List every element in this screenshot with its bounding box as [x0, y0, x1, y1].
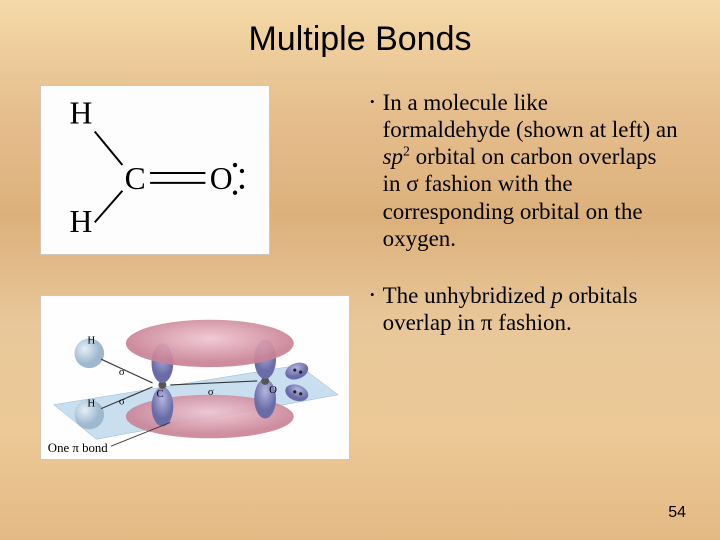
label-c: C	[156, 388, 163, 400]
atom-h1: H	[69, 96, 92, 131]
bullet-dot-icon: •	[370, 288, 375, 336]
label-o: O	[269, 384, 277, 396]
lone-pair-dot	[299, 370, 302, 373]
bullet-1-text: In a molecule like formaldehyde (shown a…	[383, 89, 680, 252]
lone-pair-dot	[233, 191, 237, 195]
lone-pair-dot	[293, 369, 296, 372]
orbital-overlap-diagram: H H C O σ σ σ One π bond	[40, 295, 350, 460]
label-sigma: σ	[119, 396, 125, 408]
content-row: H H C O	[30, 85, 690, 460]
pi-bond-caption: One π bond	[48, 441, 109, 455]
label-h1: H	[87, 334, 95, 346]
bullet-2-p: p	[551, 283, 563, 308]
pi-lobe-top	[126, 320, 294, 367]
label-sigma: σ	[208, 386, 214, 398]
lone-pair-dot	[299, 392, 302, 395]
bullet-1-mid: orbital on carbon overlaps in σ fashion …	[383, 144, 657, 250]
lone-pair-dot	[240, 169, 244, 173]
atom-c: C	[125, 161, 146, 196]
bullet-1-sup: 2	[403, 144, 410, 159]
right-column: • In a molecule like formaldehyde (shown…	[370, 85, 690, 460]
bond-ch2	[95, 191, 123, 223]
bullet-1-pre: In a molecule like formaldehyde (shown a…	[383, 90, 678, 142]
slide-title: Multiple Bonds	[30, 20, 690, 59]
bullet-1-sp: sp	[383, 144, 403, 169]
bullet-2-text: The unhybridized p orbitals overlap in π…	[383, 282, 680, 336]
bullet-2-pre: The unhybridized	[383, 283, 552, 308]
bond-ch1	[95, 131, 123, 165]
label-h2: H	[87, 398, 95, 410]
atom-h2: H	[69, 204, 92, 239]
bullet-1: • In a molecule like formaldehyde (shown…	[370, 89, 680, 252]
lone-pair-dot	[233, 163, 237, 167]
label-sigma: σ	[119, 366, 125, 378]
page-number: 54	[668, 504, 686, 522]
atom-o: O	[210, 161, 233, 196]
sigma-line	[101, 359, 152, 383]
left-column: H H C O	[40, 85, 350, 460]
bullet-2: • The unhybridized p orbitals overlap in…	[370, 282, 680, 336]
lone-pair-dot	[240, 185, 244, 189]
lewis-structure-diagram: H H C O	[40, 85, 270, 255]
lone-pair-dot	[293, 390, 296, 393]
bullet-dot-icon: •	[370, 95, 375, 252]
